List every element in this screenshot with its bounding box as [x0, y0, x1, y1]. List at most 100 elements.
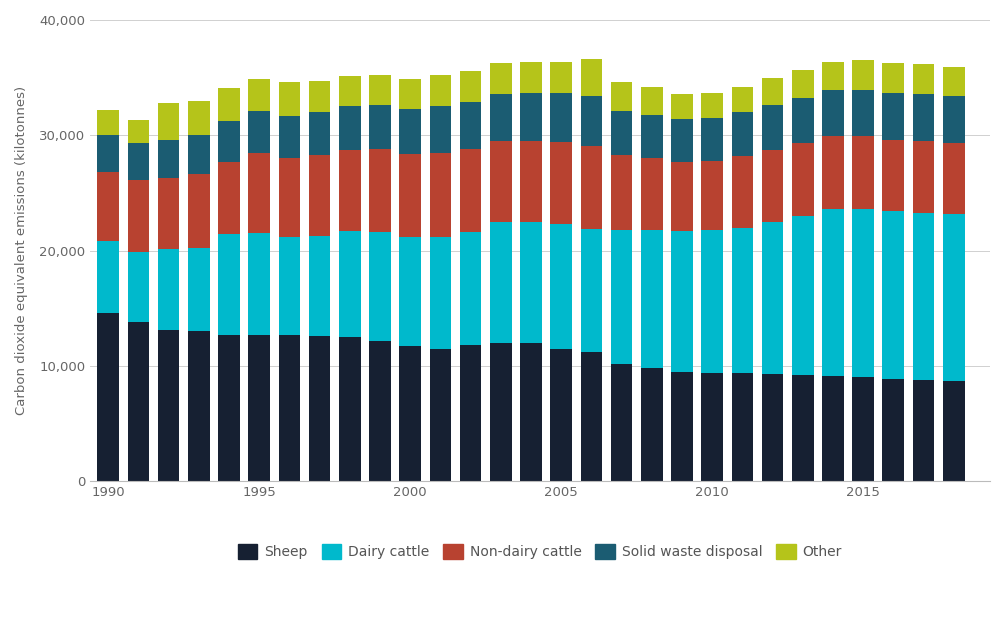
Bar: [521, 222, 542, 343]
Bar: [641, 115, 662, 158]
Bar: [399, 346, 421, 481]
Bar: [521, 343, 542, 481]
Bar: [369, 340, 391, 481]
Bar: [339, 231, 361, 337]
Bar: [489, 63, 512, 94]
Bar: [128, 121, 150, 144]
Y-axis label: Carbon dioxide equivalent emissions (kilotonnes): Carbon dioxide equivalent emissions (kil…: [15, 86, 28, 415]
Bar: [248, 335, 270, 481]
Bar: [158, 178, 180, 249]
Bar: [429, 76, 451, 106]
Bar: [489, 343, 512, 481]
Bar: [581, 146, 602, 229]
Bar: [852, 137, 874, 209]
Bar: [943, 96, 965, 144]
Bar: [913, 64, 935, 94]
Bar: [369, 232, 391, 340]
Bar: [913, 141, 935, 213]
Bar: [581, 59, 602, 96]
Bar: [489, 222, 512, 343]
Bar: [913, 213, 935, 379]
Bar: [248, 79, 270, 111]
Bar: [671, 94, 692, 119]
Bar: [339, 150, 361, 231]
Bar: [943, 67, 965, 96]
Bar: [792, 375, 814, 481]
Bar: [369, 105, 391, 149]
Bar: [309, 81, 331, 112]
Bar: [611, 111, 632, 155]
Bar: [641, 87, 662, 115]
Bar: [188, 331, 210, 481]
Bar: [732, 112, 753, 156]
Bar: [762, 222, 784, 374]
Bar: [97, 172, 119, 242]
Bar: [732, 87, 753, 112]
Bar: [943, 144, 965, 213]
Bar: [882, 379, 904, 481]
Bar: [97, 242, 119, 313]
Bar: [97, 135, 119, 172]
Bar: [188, 248, 210, 331]
Bar: [429, 349, 451, 481]
Bar: [882, 63, 904, 93]
Bar: [671, 372, 692, 481]
Bar: [218, 88, 240, 121]
Bar: [671, 162, 692, 231]
Bar: [551, 93, 572, 142]
Bar: [459, 149, 481, 232]
Bar: [671, 119, 692, 162]
Bar: [128, 144, 150, 180]
Bar: [611, 363, 632, 481]
Bar: [521, 62, 542, 93]
Bar: [248, 111, 270, 153]
Bar: [248, 233, 270, 335]
Bar: [97, 313, 119, 481]
Bar: [913, 379, 935, 481]
Bar: [701, 93, 723, 118]
Bar: [309, 336, 331, 481]
Bar: [641, 368, 662, 481]
Bar: [248, 153, 270, 233]
Bar: [188, 135, 210, 174]
Bar: [882, 93, 904, 140]
Bar: [128, 180, 150, 252]
Bar: [913, 94, 935, 141]
Bar: [671, 231, 692, 372]
Bar: [521, 93, 542, 141]
Bar: [459, 102, 481, 149]
Bar: [641, 158, 662, 230]
Bar: [158, 330, 180, 481]
Bar: [399, 79, 421, 109]
Bar: [218, 121, 240, 162]
Bar: [732, 156, 753, 228]
Bar: [188, 101, 210, 135]
Bar: [852, 378, 874, 481]
Bar: [611, 155, 632, 230]
Bar: [701, 230, 723, 373]
Bar: [278, 115, 300, 158]
Bar: [128, 252, 150, 322]
Bar: [852, 90, 874, 137]
Bar: [732, 228, 753, 373]
Bar: [218, 162, 240, 235]
Bar: [188, 174, 210, 248]
Bar: [551, 142, 572, 224]
Bar: [792, 144, 814, 216]
Bar: [309, 112, 331, 155]
Bar: [701, 373, 723, 481]
Bar: [399, 154, 421, 237]
Bar: [882, 140, 904, 212]
Bar: [128, 322, 150, 481]
Bar: [792, 99, 814, 144]
Bar: [611, 230, 632, 363]
Bar: [852, 209, 874, 378]
Bar: [429, 106, 451, 153]
Bar: [762, 105, 784, 150]
Bar: [309, 236, 331, 336]
Bar: [399, 237, 421, 346]
Bar: [278, 82, 300, 115]
Bar: [581, 96, 602, 146]
Bar: [762, 374, 784, 481]
Bar: [158, 103, 180, 140]
